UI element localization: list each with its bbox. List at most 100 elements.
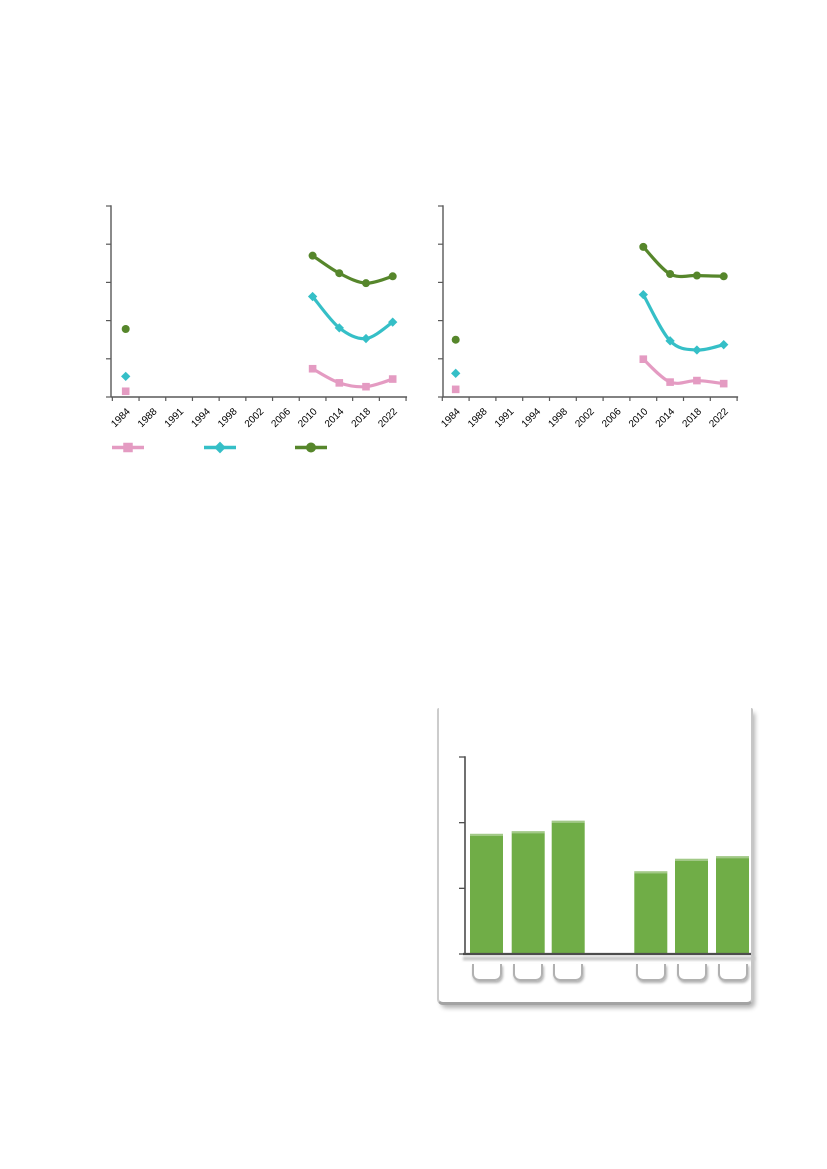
series-diamond <box>451 289 729 378</box>
data-point-marker <box>121 371 131 382</box>
x-tick-label: 1988 <box>466 406 490 430</box>
x-axis <box>111 396 408 401</box>
bar-top-highlight <box>551 820 585 823</box>
data-point-marker <box>451 368 461 378</box>
x-tick-label: 1994 <box>520 406 544 430</box>
x-tick-labels: 1984 1988 1991 1994 1998 2002 2006 2010 2014 2018… <box>439 406 731 430</box>
data-point-marker <box>334 323 344 333</box>
y-axis <box>106 205 112 398</box>
data-point-marker <box>451 385 460 394</box>
bar <box>675 858 708 954</box>
line-chart-right: 1984 1988 1991 1994 1998 2002 2006 2010 2014 2018… <box>438 205 739 430</box>
bar-top-highlight <box>511 831 545 834</box>
x-tick-label: 2010 <box>627 406 651 430</box>
bar-chart-card <box>437 708 755 1005</box>
x-tick-label: 1994 <box>189 406 213 430</box>
data-point-marker <box>719 379 728 388</box>
bar-top-highlight <box>634 871 668 874</box>
bar <box>634 871 668 954</box>
data-point-marker <box>121 387 130 396</box>
series-line <box>641 357 726 386</box>
x-tick-label: 2006 <box>600 406 624 430</box>
series-line <box>311 294 395 341</box>
x-tick-label: 2018 <box>681 406 705 430</box>
legend <box>112 441 327 454</box>
x-axis <box>441 396 739 401</box>
data-point-marker <box>388 272 397 281</box>
data-point-marker <box>361 333 371 344</box>
data-point-marker <box>388 375 397 383</box>
data-point-marker <box>388 317 398 327</box>
bar-chart <box>459 756 755 961</box>
data-point-marker <box>692 345 702 355</box>
series-square <box>121 364 397 396</box>
bar-x-label-placeholder-box <box>513 964 544 981</box>
data-point-marker <box>362 279 370 288</box>
data-point-marker <box>693 376 701 385</box>
x-tick-label: 2014 <box>323 406 347 430</box>
bar-x-label-placeholder-box <box>635 964 666 981</box>
data-point-marker <box>692 271 701 280</box>
data-point-marker <box>719 272 728 281</box>
series-line <box>311 254 395 285</box>
legend-item <box>204 441 236 454</box>
x-tick-label: 1984 <box>439 406 463 430</box>
data-point-marker <box>719 339 729 350</box>
x-tick-label: 1998 <box>216 406 240 430</box>
data-point-marker <box>335 379 344 387</box>
y-axis <box>438 205 444 398</box>
data-point-marker <box>308 364 317 373</box>
x-tick-label: 1991 <box>493 406 517 430</box>
x-axis-shadow <box>463 956 755 961</box>
y-axis <box>459 756 466 955</box>
x-tick-label: 2014 <box>654 406 678 430</box>
legend-item <box>112 442 144 453</box>
bar-top-highlight <box>716 856 749 859</box>
bar-x-label-placeholder-box <box>553 964 584 981</box>
x-tick-label: 2002 <box>573 406 597 430</box>
series-circle <box>451 242 728 344</box>
x-tick-label: 2002 <box>243 406 267 430</box>
series-line <box>641 293 726 352</box>
data-point-marker <box>639 242 648 251</box>
bar-top-highlight <box>675 858 708 861</box>
x-tick-labels: 1984 1988 1991 1994 1998 2002 2006 2010 2014 2018… <box>109 406 400 430</box>
legend-item <box>295 442 327 453</box>
bar-x-label-placeholder-box <box>471 964 502 981</box>
data-point-marker <box>121 325 130 334</box>
bar <box>470 833 503 954</box>
bar-x-label-placeholder-box <box>717 964 748 981</box>
bar-top-highlight <box>470 833 503 837</box>
bar-x-label-placeholder-box <box>676 964 707 981</box>
data-point-marker <box>362 382 370 391</box>
series-diamond <box>121 291 398 382</box>
data-point-marker <box>639 355 648 363</box>
series-line <box>641 245 726 279</box>
legend-marker <box>214 441 226 454</box>
bar <box>716 856 749 954</box>
x-tick-label: 1984 <box>109 406 133 430</box>
bars <box>470 820 749 954</box>
legend-marker <box>306 442 316 453</box>
data-point-marker <box>666 378 674 386</box>
bar <box>551 820 585 954</box>
x-tick-label: 1998 <box>547 406 571 430</box>
line-chart-left: 1984 1988 1991 1994 1998 2002 2006 2010 2014 2018… <box>106 205 408 454</box>
legend-marker <box>123 442 133 453</box>
data-point-marker <box>451 335 460 344</box>
data-point-marker <box>335 269 344 278</box>
x-tick-label: 1991 <box>163 406 187 430</box>
bar <box>511 831 545 954</box>
data-point-marker <box>308 251 317 260</box>
x-tick-label: 2022 <box>376 406 400 430</box>
series-circle <box>121 251 397 334</box>
x-tick-label: 2010 <box>296 406 320 430</box>
series-square <box>451 355 728 394</box>
series-line <box>311 367 395 389</box>
x-tick-label: 2018 <box>350 406 374 430</box>
x-tick-label: 2022 <box>707 406 731 430</box>
data-point-marker <box>666 269 675 278</box>
x-tick-label: 2006 <box>270 406 294 430</box>
x-tick-label: 1988 <box>136 406 160 430</box>
